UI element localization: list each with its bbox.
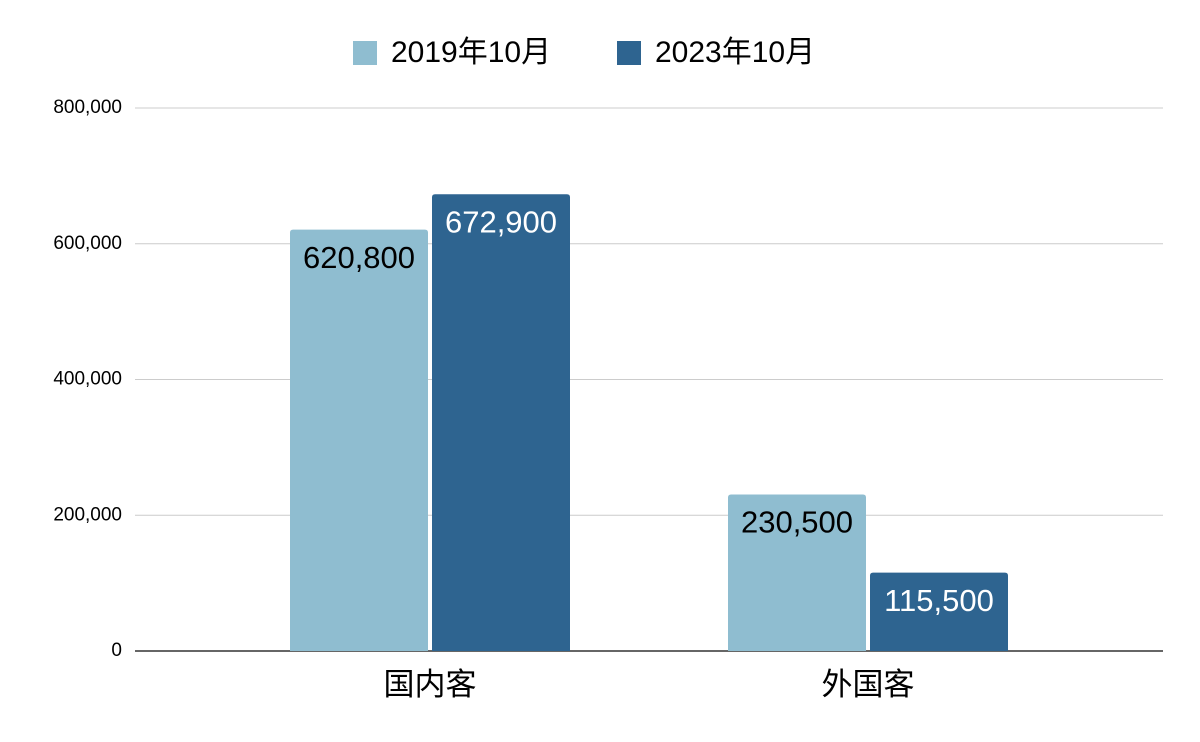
y-tick-label: 600,000	[53, 233, 122, 254]
y-tick-label: 800,000	[53, 97, 122, 118]
legend-label: 2019年10月	[391, 36, 551, 69]
bar	[728, 494, 866, 651]
value-label: 672,900	[445, 204, 557, 239]
value-label: 620,800	[303, 240, 415, 275]
y-tick-label: 400,000	[53, 369, 122, 390]
bar	[870, 572, 1008, 651]
bar	[432, 194, 570, 652]
legend-label: 2023年10月	[655, 36, 815, 69]
legend-swatch	[353, 41, 377, 65]
y-tick-label: 0	[111, 640, 122, 661]
value-label: 230,500	[741, 505, 853, 540]
value-label: 115,500	[884, 583, 994, 618]
x-tick-label: 外国客	[822, 667, 915, 702]
bar	[290, 229, 428, 651]
x-tick-label: 国内客	[384, 667, 477, 702]
y-tick-label: 200,000	[53, 504, 122, 525]
legend-swatch	[617, 41, 641, 65]
